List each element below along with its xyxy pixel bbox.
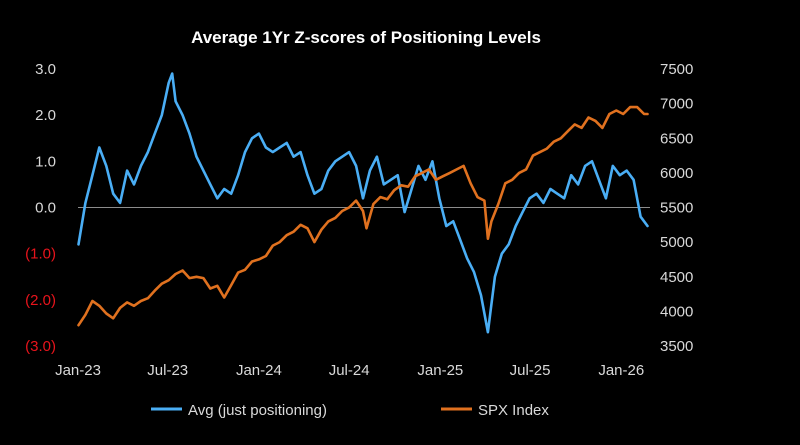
right-tick-label: 4000: [660, 303, 693, 320]
series-line-spx: [77, 105, 649, 327]
x-tick-label: Jul-25: [510, 362, 551, 379]
right-tick-label: 5500: [660, 200, 693, 217]
right-tick-label: 3500: [660, 338, 693, 355]
legend: Avg (just positioning) SPX Index: [151, 402, 549, 419]
left-tick-label: (3.0): [25, 338, 56, 355]
x-tick-label: Jul-23: [147, 362, 188, 379]
x-tick-label: Jan-23: [55, 362, 101, 379]
left-tick-label: 3.0: [35, 61, 56, 78]
left-tick-label: 2.0: [35, 107, 56, 124]
left-tick-label: (1.0): [25, 246, 56, 263]
left-tick-label: 0.0: [35, 200, 56, 217]
right-tick-label: 6500: [660, 130, 693, 147]
left-tick-label: 1.0: [35, 153, 56, 170]
right-tick-label: 7500: [660, 61, 693, 78]
right-axis-ticks: 7500 7000 6500 6000 5500 5000 4500 4000 3500: [660, 61, 693, 355]
right-tick-label: 7000: [660, 96, 693, 113]
legend-label-avg: Avg (just positioning): [188, 402, 327, 419]
left-axis-ticks: 3.0 2.0 1.0 0.0 (1.0) (2.0) (3.0): [25, 61, 56, 355]
x-tick-label: Jan-26: [598, 362, 644, 379]
chart-title: Average 1Yr Z-scores of Positioning Leve…: [191, 28, 541, 47]
series-layer: [77, 72, 649, 334]
x-tick-label: Jan-24: [236, 362, 282, 379]
right-tick-label: 5000: [660, 234, 693, 251]
x-tick-label: Jan-25: [417, 362, 463, 379]
left-tick-label: (2.0): [25, 292, 56, 309]
legend-label-spx: SPX Index: [478, 402, 549, 419]
right-tick-label: 4500: [660, 269, 693, 286]
series-line-avg: [77, 72, 649, 334]
x-tick-label: Jul-24: [329, 362, 370, 379]
x-axis-ticks: Jan-23 Jul-23 Jan-24 Jul-24 Jan-25 Jul-25 Jan-…: [55, 362, 644, 379]
right-tick-label: 6000: [660, 165, 693, 182]
